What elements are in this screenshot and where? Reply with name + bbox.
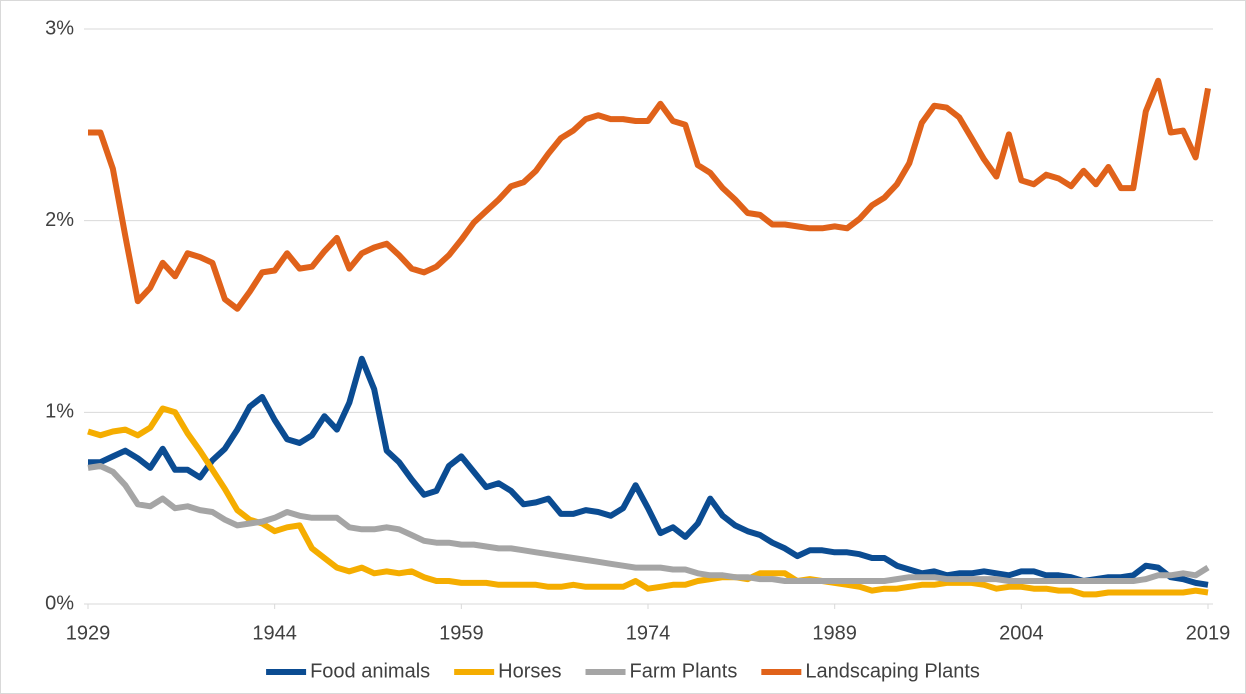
x-tick-label: 2004 (999, 622, 1044, 644)
y-tick-label: 3% (45, 17, 74, 39)
legend-label: Farm Plants (630, 660, 738, 682)
series-line (88, 77, 1211, 312)
series-line (88, 355, 1209, 588)
y-tick-label: 1% (45, 401, 74, 423)
series-line (87, 405, 1209, 598)
y-tick-label: 2% (45, 209, 74, 231)
series-line (87, 463, 1210, 584)
x-tick-label: 1989 (812, 622, 857, 644)
x-tick-label: 2019 (1186, 622, 1231, 644)
legend-label: Horses (498, 660, 561, 682)
x-tick-label: 1944 (252, 622, 297, 644)
x-tick-label: 1974 (626, 622, 671, 644)
x-tick-label: 1959 (439, 622, 484, 644)
y-tick-label: 0% (45, 592, 74, 614)
x-tick-label: 1929 (66, 622, 111, 644)
legend-label: Food animals (310, 660, 430, 682)
legend-label: Landscaping Plants (805, 660, 980, 682)
